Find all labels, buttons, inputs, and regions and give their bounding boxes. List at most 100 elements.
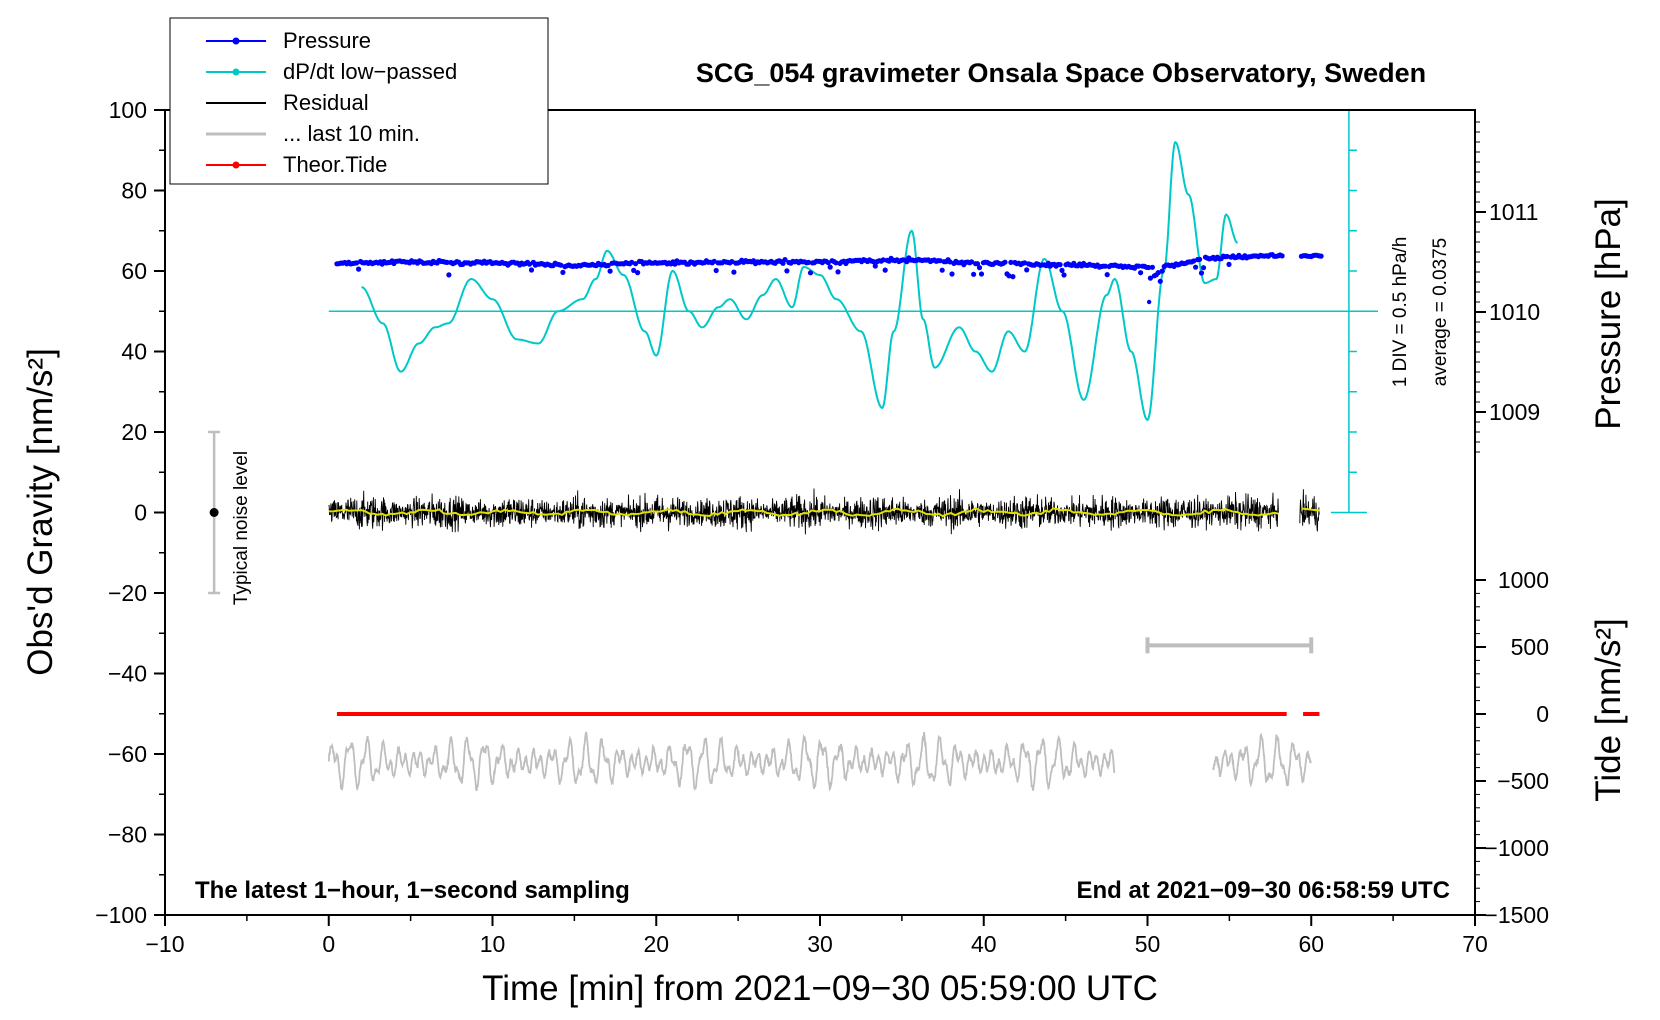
pressure-point	[629, 259, 635, 265]
x-tick-label: 0	[322, 931, 335, 957]
legend-label: ... last 10 min.	[283, 121, 420, 146]
tide-tick-label: −1500	[1484, 902, 1549, 928]
y-tick-label: 60	[121, 258, 147, 284]
pressure-point	[605, 262, 611, 269]
pressure-point	[872, 263, 878, 269]
pressure-point	[635, 270, 641, 276]
pressure-point	[1024, 267, 1030, 273]
end-time-note: End at 2021−09−30 06:58:59 UTC	[1076, 877, 1450, 904]
pressure-point	[1059, 267, 1065, 273]
pressure-series	[334, 252, 1324, 305]
legend-marker	[232, 68, 240, 76]
legend-marker	[232, 161, 240, 169]
x-tick-label: 30	[807, 931, 833, 957]
last10-line	[1212, 732, 1312, 788]
residual-line	[328, 488, 1279, 535]
y-tick-label: −100	[95, 902, 147, 928]
pressure-point	[1147, 275, 1153, 281]
pressure-point	[1138, 270, 1144, 276]
noise-level-marker	[209, 508, 219, 517]
chart-title: SCG_054 gravimeter Onsala Space Observat…	[696, 58, 1426, 88]
pressure-point	[731, 269, 737, 275]
pressure-point	[1191, 258, 1197, 264]
legend-box	[169, 17, 549, 185]
pressure-point	[607, 268, 613, 274]
pressure-point	[937, 258, 943, 264]
pressure-point	[1200, 265, 1207, 271]
pressure-point	[805, 259, 812, 265]
pressure-point	[354, 260, 360, 266]
x-tick-label: 50	[1135, 931, 1161, 957]
pressure-point	[1197, 256, 1203, 262]
pressure-point	[784, 268, 790, 274]
pressure-tick-label: 1010	[1489, 299, 1540, 325]
pressure-point	[1224, 253, 1230, 260]
pressure-point	[807, 270, 814, 276]
x-axis-label: Time [min] from 2021−09−30 05:59:00 UTC	[482, 969, 1158, 1008]
pressure-point	[558, 262, 564, 268]
pressure-point	[1010, 274, 1016, 280]
legend: Pressure dP/dt low−passed Residual ... last…	[169, 17, 549, 185]
residual-line	[1299, 489, 1320, 532]
pressure-point	[1149, 264, 1155, 270]
pressure-point	[1279, 253, 1285, 259]
pressure-point	[446, 272, 452, 278]
pressure-point	[835, 269, 841, 275]
data-layer	[208, 109, 1378, 792]
pressure-point	[974, 261, 981, 267]
pressure-point	[444, 259, 450, 265]
pressure-point	[1198, 270, 1205, 276]
pressure-point	[1002, 259, 1008, 265]
legend-label: Residual	[283, 90, 369, 115]
pressure-point	[528, 267, 535, 273]
tide-tick-label: 1000	[1498, 567, 1549, 593]
pressure-point	[1022, 260, 1028, 266]
dpdt-scale-label: 1 DIV = 0.5 hPa/h	[1390, 237, 1411, 388]
pressure-point	[560, 269, 566, 275]
pressure-point	[1061, 272, 1067, 278]
x-tick-label: 60	[1298, 931, 1324, 957]
pressure-point	[1159, 268, 1165, 274]
pressure-point	[526, 261, 533, 267]
pressure-point	[1226, 261, 1232, 267]
pressure-point	[882, 267, 888, 273]
y-tick-label: 0	[134, 500, 147, 526]
x-tick-label: −10	[145, 931, 184, 957]
legend-label: Pressure	[283, 28, 371, 53]
noise-level-label: Typical noise level	[231, 451, 252, 605]
residual-smoothed-line	[1301, 507, 1320, 512]
pressure-point	[1318, 253, 1324, 259]
y-axis-label-left: Obs'd Gravity [nm/s²]	[21, 348, 60, 676]
pressure-point	[969, 259, 975, 265]
pressure-point	[729, 259, 735, 265]
dpdt-line	[361, 140, 1238, 422]
pressure-point	[833, 260, 839, 266]
residual-smoothed-line	[328, 507, 1279, 518]
pressure-point	[633, 261, 639, 267]
pressure-point	[1104, 272, 1110, 278]
legend-marker	[232, 37, 240, 45]
tide-tick-label: 500	[1511, 634, 1549, 660]
x-tick-label: 40	[971, 931, 997, 957]
y-tick-label: −20	[108, 580, 147, 606]
pressure-point	[949, 271, 955, 277]
y-tick-label: −60	[108, 741, 147, 767]
pressure-tick-label: 1009	[1489, 399, 1540, 425]
pressure-point	[1136, 263, 1142, 269]
axes-layer: −10 0 10 20 30 40 50 60 70100806040200−20−40−60−…	[95, 97, 1549, 957]
legend-label: dP/dt low−passed	[283, 59, 457, 84]
pressure-point	[880, 257, 886, 263]
pressure-point	[1057, 262, 1063, 268]
pressure-point	[1006, 273, 1012, 279]
pressure-point	[939, 267, 945, 273]
tide-tick-label: 0	[1536, 701, 1549, 727]
y-axis-label-pressure: Pressure [hPa]	[1589, 198, 1628, 430]
y-tick-label: −40	[108, 661, 147, 687]
pressure-point	[971, 271, 977, 277]
pressure-point	[1008, 259, 1014, 265]
pressure-point	[1155, 270, 1161, 276]
pressure-tick-label: 1011	[1489, 199, 1538, 225]
pressure-point	[1157, 278, 1163, 284]
pressure-point	[978, 271, 985, 277]
